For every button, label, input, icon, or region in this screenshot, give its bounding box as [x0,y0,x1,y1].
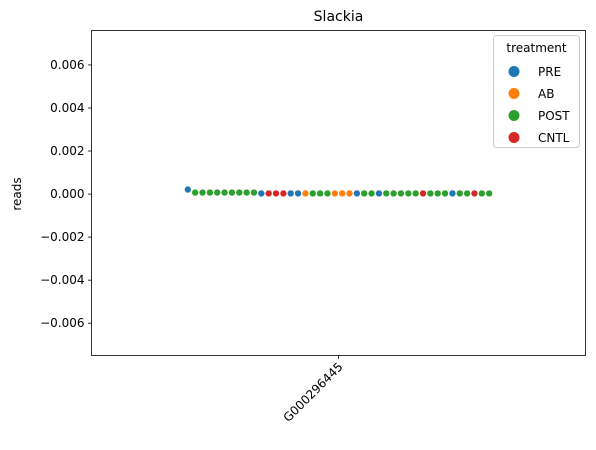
legend: treatment PRE AB POST CNTL [493,35,580,148]
data-point-post [228,188,236,197]
data-point-post [206,188,214,197]
data-point-post [367,189,376,198]
y-tick-label: 0.006 [50,58,84,72]
data-point-post [389,189,398,198]
data-point-post [250,188,258,197]
data-point-post [426,189,435,198]
data-point-cntl [470,189,479,198]
data-point-ab [345,189,354,198]
y-tick-label: 0.002 [50,144,84,158]
data-point-post [191,188,199,197]
legend-marker-cntl [508,132,520,143]
data-point-ab [338,189,346,198]
y-tick-label: −0.002 [40,230,84,244]
y-tick-label: −0.004 [40,273,84,287]
data-point-post [485,189,493,198]
data-point-post [220,188,229,197]
legend-marker-ab [508,88,520,99]
data-point-post [316,189,324,198]
y-tick-label: 0.004 [50,101,84,115]
legend-label-cntl: CNTL [538,131,570,145]
data-point-pre [448,189,457,198]
data-point-post [441,189,449,198]
data-point-post [242,188,251,197]
chart-title: Slackia [314,9,364,25]
legend-entries: PRE AB POST CNTL [508,65,570,145]
plot-frame [91,30,586,356]
data-point-post [434,189,442,198]
legend-label-pre: PRE [538,65,561,79]
y-tick-label: 0.000 [50,187,84,201]
data-point-post [235,188,243,197]
data-point-post [456,189,464,198]
data-point-post [323,189,332,198]
y-tick-label: −0.006 [40,316,84,330]
data-point-post [360,189,368,198]
x-axis-ticks: G000296445 [281,355,346,425]
data-point-post [309,189,317,198]
data-point-post [404,189,412,198]
data-point-cntl [279,189,288,198]
data-point-post [478,189,486,198]
data-point-pre [353,189,361,198]
legend-label-ab: AB [538,87,554,101]
legend-marker-pre [508,66,520,77]
data-point-post [382,189,390,198]
data-point-pre [257,189,265,198]
legend-title: treatment [506,41,566,55]
data-point-cntl [272,189,280,198]
data-point-post [463,189,471,198]
y-axis-label: reads [10,177,24,210]
data-point-ab [331,189,339,198]
data-point-post [213,188,221,197]
legend-label-post: POST [538,109,570,123]
y-axis-ticks: −0.006 −0.004 −0.002 0.000 0.002 0.004 0.006 [40,58,92,330]
legend-marker-post [508,110,520,121]
data-point-cntl [419,189,427,198]
x-tick-label: G000296445 [281,360,346,425]
data-point-post [397,189,405,198]
data-point-post [412,189,420,198]
data-point-pre [287,189,295,198]
data-point-pre [375,189,383,198]
data-points [184,185,493,198]
data-point-ab [301,189,310,198]
data-point-pre [294,189,302,198]
data-point-pre [184,185,192,194]
data-point-cntl [265,189,273,198]
data-point-post [198,188,207,197]
